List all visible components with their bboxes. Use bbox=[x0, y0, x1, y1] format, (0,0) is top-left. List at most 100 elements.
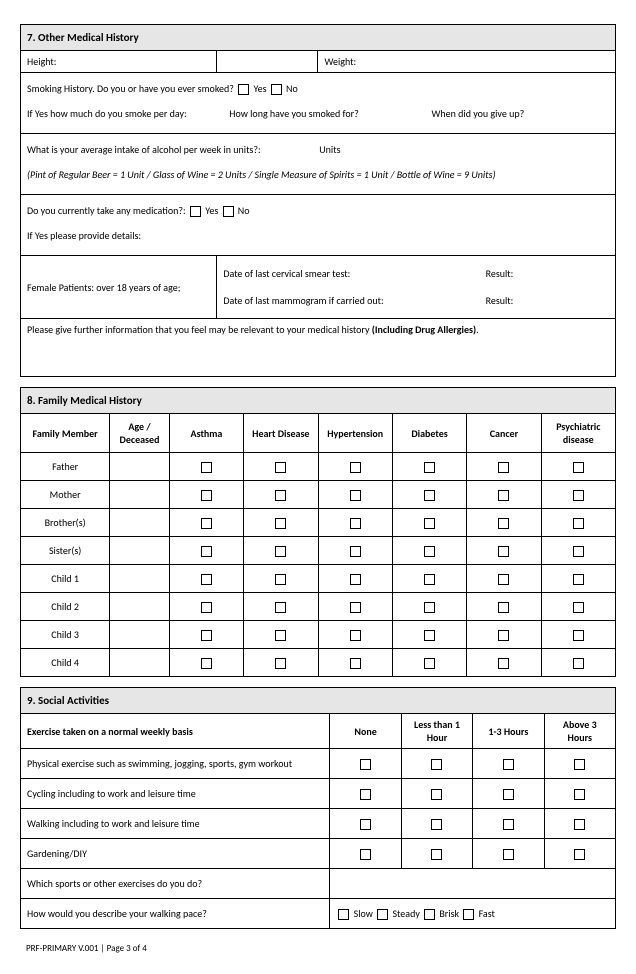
pace-label: Brisk bbox=[437, 907, 461, 920]
condition-checkbox[interactable] bbox=[275, 462, 286, 473]
condition-checkbox[interactable] bbox=[498, 574, 509, 585]
condition-checkbox[interactable] bbox=[275, 518, 286, 529]
freq-checkbox[interactable] bbox=[503, 849, 514, 860]
condition-checkbox[interactable] bbox=[424, 602, 435, 613]
condition-checkbox[interactable] bbox=[275, 658, 286, 669]
height-value[interactable] bbox=[217, 51, 318, 73]
condition-checkbox[interactable] bbox=[201, 658, 212, 669]
age-deceased[interactable] bbox=[110, 649, 170, 677]
freq-checkbox[interactable] bbox=[431, 819, 442, 830]
freq-checkbox[interactable] bbox=[431, 849, 442, 860]
freq-checkbox[interactable] bbox=[360, 849, 371, 860]
condition-checkbox[interactable] bbox=[275, 630, 286, 641]
freq-checkbox[interactable] bbox=[503, 819, 514, 830]
height-cell[interactable]: Height: bbox=[21, 51, 217, 73]
condition-checkbox[interactable] bbox=[201, 574, 212, 585]
freq-checkbox[interactable] bbox=[503, 759, 514, 770]
condition-cell bbox=[467, 481, 541, 509]
condition-checkbox[interactable] bbox=[275, 574, 286, 585]
condition-checkbox[interactable] bbox=[498, 546, 509, 557]
condition-cell bbox=[541, 593, 615, 621]
condition-checkbox[interactable] bbox=[350, 574, 361, 585]
pace-checkbox[interactable] bbox=[338, 909, 349, 920]
family-member: Mother bbox=[21, 481, 110, 509]
condition-checkbox[interactable] bbox=[201, 630, 212, 641]
age-deceased[interactable] bbox=[110, 453, 170, 481]
smoking-no-checkbox[interactable] bbox=[271, 84, 282, 95]
freq-checkbox[interactable] bbox=[360, 759, 371, 770]
freq-checkbox[interactable] bbox=[360, 789, 371, 800]
freq-checkbox[interactable] bbox=[431, 759, 442, 770]
condition-checkbox[interactable] bbox=[350, 602, 361, 613]
pace-checkbox[interactable] bbox=[463, 909, 474, 920]
condition-checkbox[interactable] bbox=[350, 658, 361, 669]
condition-checkbox[interactable] bbox=[498, 630, 509, 641]
table-row: Sister(s) bbox=[21, 537, 616, 565]
condition-checkbox[interactable] bbox=[201, 546, 212, 557]
condition-checkbox[interactable] bbox=[573, 602, 584, 613]
freq-checkbox[interactable] bbox=[574, 759, 585, 770]
further-info[interactable]: Please give further information that you… bbox=[21, 319, 616, 377]
condition-checkbox[interactable] bbox=[424, 490, 435, 501]
freq-checkbox[interactable] bbox=[574, 849, 585, 860]
pace-checkbox[interactable] bbox=[377, 909, 388, 920]
condition-checkbox[interactable] bbox=[201, 518, 212, 529]
condition-checkbox[interactable] bbox=[424, 630, 435, 641]
condition-checkbox[interactable] bbox=[424, 658, 435, 669]
condition-checkbox[interactable] bbox=[498, 658, 509, 669]
condition-checkbox[interactable] bbox=[573, 658, 584, 669]
activity-label: Physical exercise such as swimming, jogg… bbox=[21, 749, 330, 779]
freq-checkbox[interactable] bbox=[574, 819, 585, 830]
age-deceased[interactable] bbox=[110, 537, 170, 565]
condition-checkbox[interactable] bbox=[201, 602, 212, 613]
condition-checkbox[interactable] bbox=[573, 630, 584, 641]
condition-checkbox[interactable] bbox=[573, 574, 584, 585]
condition-checkbox[interactable] bbox=[275, 546, 286, 557]
age-deceased[interactable] bbox=[110, 481, 170, 509]
smoking-yes-checkbox[interactable] bbox=[238, 84, 249, 95]
condition-checkbox[interactable] bbox=[573, 462, 584, 473]
family-header: Diabetes bbox=[392, 414, 466, 453]
alcohol-note: (Pint of Regular Beer = 1 Unit / Glass o… bbox=[27, 165, 609, 184]
condition-checkbox[interactable] bbox=[498, 490, 509, 501]
condition-checkbox[interactable] bbox=[275, 602, 286, 613]
condition-checkbox[interactable] bbox=[350, 518, 361, 529]
sports-answer[interactable] bbox=[330, 869, 616, 899]
pace-question: How would you describe your walking pace… bbox=[21, 899, 330, 929]
med-no-checkbox[interactable] bbox=[223, 206, 234, 217]
condition-checkbox[interactable] bbox=[573, 518, 584, 529]
condition-cell bbox=[169, 509, 243, 537]
age-deceased[interactable] bbox=[110, 565, 170, 593]
weight-cell[interactable]: Weight: bbox=[318, 51, 616, 73]
freq-checkbox[interactable] bbox=[503, 789, 514, 800]
condition-checkbox[interactable] bbox=[350, 462, 361, 473]
med-yes-checkbox[interactable] bbox=[190, 206, 201, 217]
condition-checkbox[interactable] bbox=[498, 602, 509, 613]
condition-checkbox[interactable] bbox=[424, 574, 435, 585]
condition-checkbox[interactable] bbox=[573, 490, 584, 501]
sports-question: Which sports or other exercises do you d… bbox=[21, 869, 330, 899]
age-deceased[interactable] bbox=[110, 621, 170, 649]
condition-checkbox[interactable] bbox=[424, 546, 435, 557]
freq-checkbox[interactable] bbox=[360, 819, 371, 830]
age-deceased[interactable] bbox=[110, 593, 170, 621]
cervical-result: Result: bbox=[486, 267, 514, 280]
condition-checkbox[interactable] bbox=[350, 490, 361, 501]
condition-checkbox[interactable] bbox=[424, 518, 435, 529]
condition-checkbox[interactable] bbox=[201, 490, 212, 501]
pace-checkbox[interactable] bbox=[424, 909, 435, 920]
condition-checkbox[interactable] bbox=[350, 546, 361, 557]
condition-checkbox[interactable] bbox=[498, 518, 509, 529]
section-9-header: 9. Social Activities bbox=[21, 688, 616, 714]
condition-checkbox[interactable] bbox=[201, 462, 212, 473]
freq-checkbox[interactable] bbox=[431, 789, 442, 800]
freq-checkbox[interactable] bbox=[574, 789, 585, 800]
condition-checkbox[interactable] bbox=[350, 630, 361, 641]
age-deceased[interactable] bbox=[110, 509, 170, 537]
condition-cell bbox=[541, 537, 615, 565]
condition-checkbox[interactable] bbox=[498, 462, 509, 473]
condition-checkbox[interactable] bbox=[424, 462, 435, 473]
yes-label: Yes bbox=[253, 82, 266, 95]
condition-checkbox[interactable] bbox=[275, 490, 286, 501]
condition-checkbox[interactable] bbox=[573, 546, 584, 557]
